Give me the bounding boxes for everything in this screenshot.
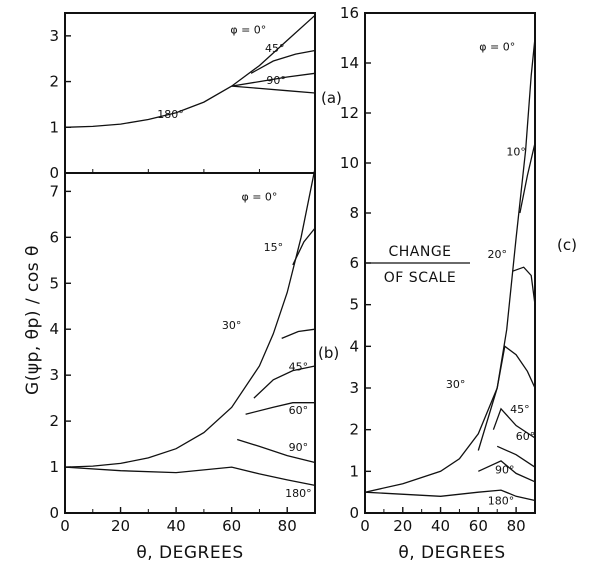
panel-c-curve-label: 60°: [516, 430, 536, 443]
panel-a-frame: [64, 12, 316, 174]
panel-b-curve: [281, 328, 316, 340]
panel-a-curve: [231, 85, 316, 94]
panel-c-curve: [492, 407, 536, 439]
panel-c-label: (c): [557, 236, 577, 254]
panel-a-curve: [250, 49, 316, 74]
panel-b-ytick-label: 6: [49, 228, 59, 246]
panel-a-curve-label: 45°: [265, 42, 285, 55]
panel-c-curve: [512, 266, 536, 305]
panel-c-ytick-label: 2: [349, 421, 359, 439]
panel-c-curve-label: 180°: [488, 495, 515, 508]
panel-b-ytick-label: 4: [49, 320, 59, 338]
panel-c-curve-label: 30°: [446, 378, 466, 391]
panel-b-curve: [245, 402, 315, 415]
panel-c-annotations: φ = 0° 10° 20° 30° 45° 60° 90° 180°: [446, 41, 535, 508]
panel-b-series: [64, 168, 316, 487]
panel-b-curve-label: φ = 0°: [241, 191, 277, 204]
panel-c-curve-label: φ = 0°: [479, 41, 515, 54]
panel-b-xtick-label: 60: [222, 517, 241, 535]
panel-b-xtick-label: 40: [167, 517, 186, 535]
panel-c-ytick-label: 3: [349, 379, 359, 397]
panel-a-ytick-label: 1: [49, 118, 59, 136]
panel-b-ylabel-text: G(ψp, θp) / cos θ: [23, 245, 43, 395]
panel-a-ytick-label: 0: [49, 164, 59, 182]
panel-c-curve: [478, 460, 536, 483]
panel-a-series: [64, 14, 316, 128]
panel-b-curve: [253, 365, 316, 399]
panel-b-curve: [64, 466, 316, 487]
panel-c-ytick-label: 4: [349, 337, 359, 355]
panel-c-curve-label: 20°: [487, 248, 507, 261]
panel-b-curve: [64, 168, 316, 468]
panel-b-curve-label: 15°: [264, 241, 284, 254]
panel-b-curve: [292, 227, 316, 266]
panel-c-ytick-label: 8: [349, 204, 359, 222]
panel-b-curve-label: 45°: [289, 361, 309, 374]
panel-b-ytick-label: 2: [49, 412, 59, 430]
panel-b: 0 1 2 3 4 5 6 7 0 20 40 60 80 φ = 0° 15° 30° 45° 60° 90° 1…: [23, 168, 339, 563]
panel-c-ytick-label: 6: [349, 254, 359, 272]
panel-a-curve-label: 90°: [266, 74, 286, 87]
panel-b-ytick-label: 5: [49, 274, 59, 292]
panel-c-xtick-label: 60: [469, 517, 488, 535]
panel-c-curve-label: 10°: [506, 146, 526, 159]
panel-b-curve-label: 30°: [222, 319, 242, 332]
panel-c-curve: [496, 445, 536, 468]
panel-c-xtick-label: 40: [431, 517, 450, 535]
panel-b-ytick-label: 1: [49, 458, 59, 476]
panel-b-xlabel: θ, DEGREES: [136, 543, 243, 563]
panel-a-ytick-label: 2: [49, 73, 59, 91]
panel-b-xtick-label: 0: [60, 517, 70, 535]
panel-b-annotations: φ = 0° 15° 30° 45° 60° 90° 180°: [222, 191, 312, 500]
panel-b-ytick-label: 7: [49, 182, 59, 200]
panel-c-ytick-label: 12: [340, 104, 359, 122]
panel-c-xlabel: θ, DEGREES: [398, 543, 505, 563]
panel-c-scale-note-2: OF SCALE: [384, 270, 456, 286]
panel-a-annotations: φ = 0° 45° 90° 180°: [157, 24, 286, 122]
panel-b-frame: [64, 172, 316, 514]
panel-c-ytick-label: 10: [340, 154, 359, 172]
panel-a-ticks: 0 1 2 3: [49, 27, 260, 182]
panel-c-ytick-label: 16: [340, 4, 359, 22]
panel-b-curve-label: 60°: [289, 404, 309, 417]
panel-c-xtick-label: 80: [507, 517, 526, 535]
panel-b-ticks: 0 1 2 3 4 5 6 7 0 20 40 60 80: [49, 182, 296, 535]
panel-c-ytick-label: 1: [349, 462, 359, 480]
panel-c-curve: [519, 142, 536, 214]
panel-c-xtick-label: 20: [393, 517, 412, 535]
panel-a-curve: [231, 72, 316, 87]
panel-a-curve-label: 180°: [157, 108, 184, 121]
panel-c-scale-note-1: CHANGE: [388, 244, 451, 260]
panel-c-curve: [477, 345, 536, 451]
panel-b-ylabel: G(ψp, θp) / cos θ: [23, 245, 43, 395]
panel-c-ytick-label: 0: [349, 504, 359, 522]
panel-b-xtick-label: 80: [278, 517, 297, 535]
panel-b-curve-label: 90°: [289, 441, 309, 454]
panel-c-curve-label: 45°: [510, 403, 530, 416]
panel-a: 0 1 2 3 φ = 0° 45° 90° 180° (a): [49, 12, 342, 182]
panel-b-ytick-label: 0: [49, 504, 59, 522]
panel-c-series: [364, 37, 536, 502]
panel-b-ytick-label: 3: [49, 366, 59, 384]
panel-c-ytick-label: 14: [340, 54, 359, 72]
panel-a-label: (a): [321, 89, 342, 107]
panel-a-ytick-label: 3: [49, 27, 59, 45]
panel-b-label: (b): [318, 344, 339, 362]
panel-b-xtick-label: 20: [111, 517, 130, 535]
panel-c-curve: [364, 489, 536, 502]
panel-c-curve-label: 90°: [495, 463, 515, 476]
panel-c-ytick-label: 5: [349, 296, 359, 314]
panel-b-curve-label: 180°: [285, 487, 312, 500]
panel-c-curve: [364, 37, 536, 493]
panel-b-curve: [237, 438, 316, 464]
panel-a-curve: [64, 14, 316, 128]
panel-a-curve-label: φ = 0°: [230, 24, 266, 37]
panel-c-xtick-label: 0: [360, 517, 370, 535]
